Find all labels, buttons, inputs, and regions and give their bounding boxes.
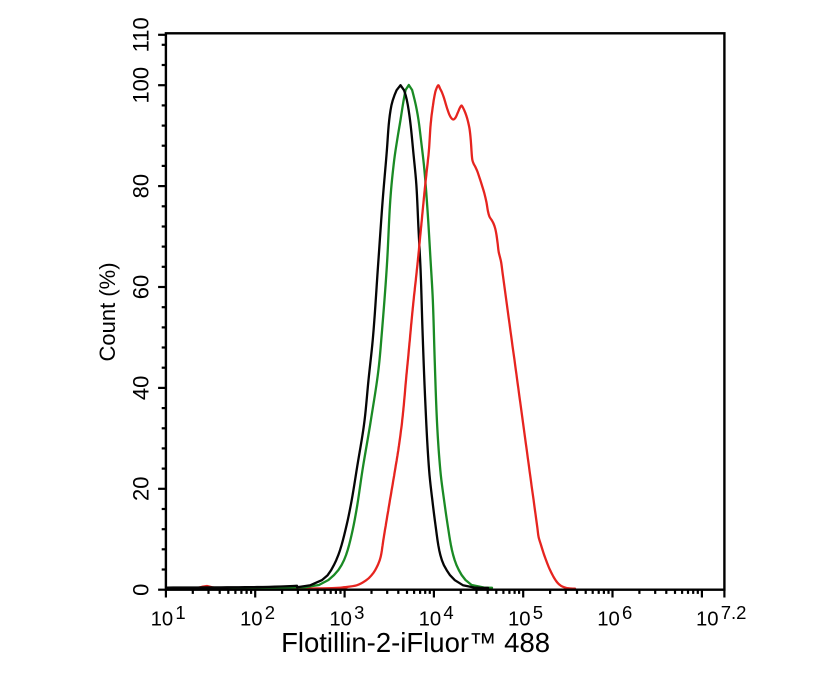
svg-text:Flotillin-2-iFluor™ 488: Flotillin-2-iFluor™ 488 bbox=[281, 627, 550, 658]
svg-text:100: 100 bbox=[129, 67, 154, 104]
svg-text:60: 60 bbox=[129, 275, 154, 299]
svg-text:20: 20 bbox=[129, 477, 154, 501]
svg-text:Count (%): Count (%) bbox=[95, 262, 120, 361]
svg-text:110: 110 bbox=[129, 17, 154, 52]
svg-text:0: 0 bbox=[129, 584, 154, 596]
svg-text:80: 80 bbox=[129, 174, 154, 198]
svg-text:40: 40 bbox=[129, 376, 154, 400]
